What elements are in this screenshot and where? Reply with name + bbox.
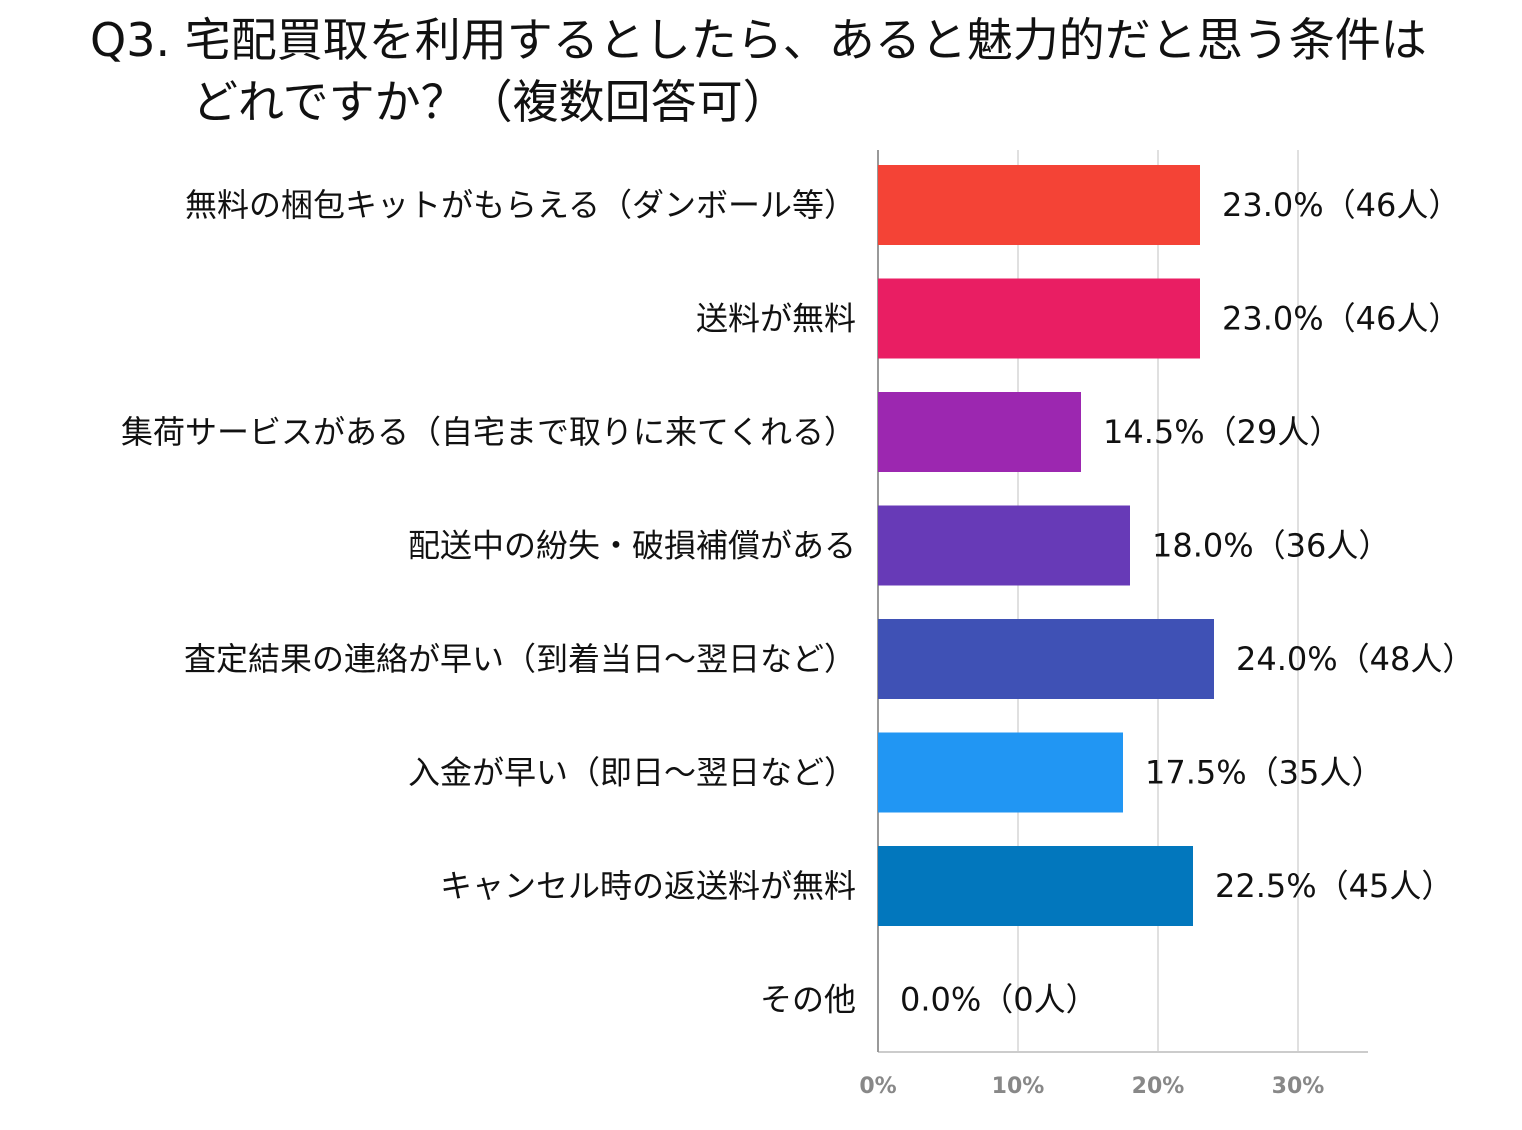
- category-label: キャンセル時の返送料が無料: [440, 867, 856, 905]
- x-tick-label: 30%: [1272, 1074, 1325, 1099]
- chart-title-line-1: Q3. 宅配買取を利用するとしたら、あると魅力的だと思う条件は: [90, 13, 1427, 67]
- bar: [878, 732, 1123, 813]
- category-label: 入金が早い（即日～翌日など）: [408, 754, 856, 792]
- category-label: 査定結果の連絡が早い（到着当日～翌日など）: [184, 640, 856, 678]
- data-label: 0.0%（0人）: [900, 981, 1098, 1019]
- bar: [878, 165, 1200, 245]
- x-tick-label: 20%: [1132, 1074, 1185, 1099]
- category-label: 送料が無料: [696, 300, 856, 338]
- data-label: 22.5%（45人）: [1215, 867, 1453, 905]
- category-label: 無料の梱包キットがもらえる（ダンボール等）: [185, 186, 856, 224]
- data-label: 14.5%（29人）: [1103, 413, 1341, 451]
- data-label: 23.0%（46人）: [1222, 300, 1460, 338]
- data-label: 17.5%（35人）: [1145, 754, 1383, 792]
- category-label: 配送中の紛失・破損補償がある: [408, 527, 856, 565]
- x-tick-label: 0%: [859, 1074, 896, 1099]
- category-label: その他: [760, 981, 856, 1019]
- bar: [878, 619, 1214, 699]
- bar: [878, 846, 1193, 926]
- bar: [878, 505, 1130, 586]
- category-label: 集荷サービスがある（自宅まで取りに来てくれる）: [121, 413, 856, 451]
- chart-title-line-2: どれですか？（複数回答可）: [192, 75, 789, 129]
- x-tick-label: 10%: [992, 1074, 1045, 1099]
- bar: [878, 278, 1200, 359]
- data-label: 24.0%（48人）: [1236, 640, 1474, 678]
- data-label: 18.0%（36人）: [1152, 527, 1390, 565]
- data-label: 23.0%（46人）: [1222, 186, 1460, 224]
- bar: [878, 392, 1081, 472]
